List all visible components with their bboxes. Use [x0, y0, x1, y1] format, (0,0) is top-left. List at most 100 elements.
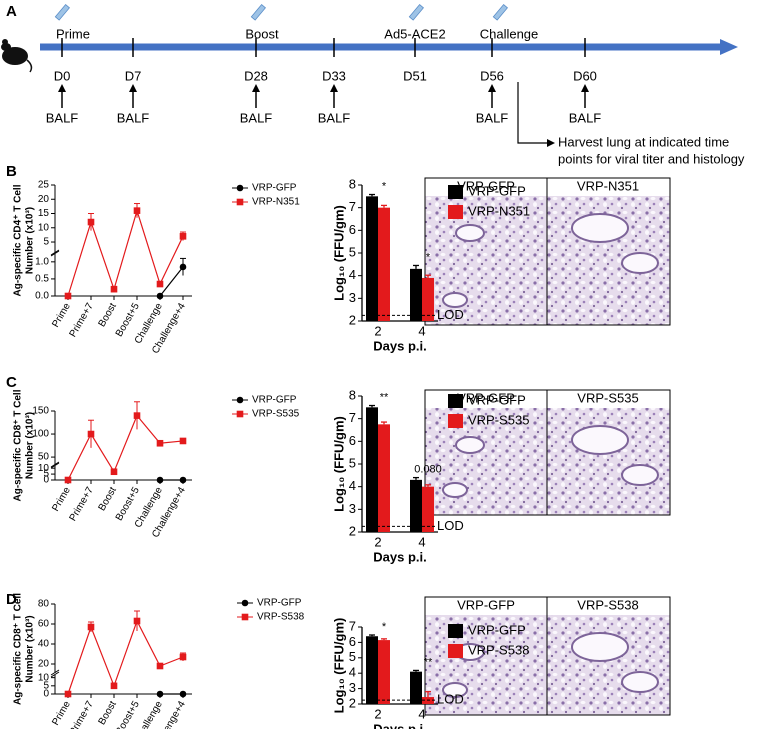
legend-marker — [241, 599, 249, 607]
axis-break — [50, 249, 60, 256]
y-axis-label: Number (x10³) — [25, 207, 36, 274]
x-axis-label: Days p.i. — [373, 338, 426, 353]
y-axis-label: Log₁₀ (FFU/gm) — [331, 205, 346, 301]
x-tick-label: Prime — [50, 485, 73, 513]
histology-label: VRP-S538 — [577, 597, 638, 612]
data-point — [156, 292, 164, 300]
balf-label: BALF — [569, 110, 602, 125]
day-label: D60 — [573, 68, 597, 83]
balf-arrowhead — [252, 84, 260, 92]
x-tick-label: 4 — [418, 534, 425, 549]
x-tick-label: 2 — [374, 323, 381, 338]
y-tick-label: 10 — [38, 222, 50, 233]
y-tick-label: 5 — [349, 649, 356, 664]
bar — [422, 277, 434, 321]
y-axis-label: Ag-specific CD8⁺ T Cell — [13, 593, 24, 705]
y-tick-label: 15 — [38, 208, 50, 219]
y-tick-label: 8 — [349, 176, 356, 191]
legend-label: VRP-GFP — [468, 622, 526, 637]
y-tick-label: 100 — [32, 429, 49, 440]
legend-label: VRP-GFP — [252, 395, 297, 406]
data-point — [87, 430, 95, 438]
x-tick-label: 2 — [374, 534, 381, 549]
balf-label: BALF — [476, 110, 509, 125]
y-axis-label: Ag-specific CD8⁺ T Cell — [13, 389, 24, 501]
data-point — [156, 280, 164, 288]
data-point — [87, 623, 95, 631]
airway — [621, 671, 659, 693]
panel-label: D — [6, 591, 17, 608]
event-label: Challenge — [480, 26, 539, 41]
harvest-text: points for viral titer and histology — [558, 151, 745, 166]
panel-label: C — [6, 374, 17, 391]
y-tick-label: 3 — [349, 680, 356, 695]
histology-image — [547, 615, 670, 715]
bar — [378, 424, 390, 532]
y-tick-label: 5 — [43, 680, 49, 691]
balf-label: BALF — [117, 110, 150, 125]
x-tick-label: 4 — [418, 706, 425, 721]
data-point — [87, 218, 95, 226]
data-point — [156, 476, 164, 484]
y-tick-label: 40 — [38, 639, 50, 650]
airway — [571, 213, 629, 243]
balf-label: BALF — [46, 110, 79, 125]
y-tick-label: 6 — [349, 634, 356, 649]
histology-panel: VRP-GFP VRP-S535 — [424, 389, 671, 516]
data-point — [179, 263, 187, 271]
airway — [455, 436, 485, 454]
y-tick-label: 1.0 — [35, 256, 49, 267]
x-tick-label: Boost+5 — [114, 699, 142, 729]
series-line — [67, 619, 184, 695]
y-tick-label: 3 — [349, 290, 356, 305]
legend-label: VRP-GFP — [252, 183, 297, 194]
lod-label: LOD — [437, 692, 464, 707]
y-tick-label: 4 — [349, 478, 356, 493]
axis-break — [50, 250, 60, 257]
bar — [410, 268, 422, 321]
data-point — [156, 690, 164, 698]
day-label: D33 — [322, 68, 346, 83]
legend-label: VRP-N351 — [468, 203, 530, 218]
x-tick-label: Boost — [97, 699, 119, 727]
data-point — [133, 207, 141, 214]
airway — [442, 482, 468, 498]
bar — [410, 479, 422, 532]
legend-swatch — [448, 624, 463, 638]
data-point — [179, 690, 187, 698]
series-line — [67, 414, 184, 481]
y-axis-label: Number (x10³) — [25, 412, 36, 479]
airway — [621, 252, 659, 274]
bar — [410, 671, 422, 704]
data-point — [110, 285, 118, 293]
day-label: D0 — [54, 68, 71, 83]
legend-swatch — [448, 644, 463, 658]
x-tick-label: Boost — [97, 301, 119, 329]
bar — [366, 636, 378, 704]
histology-image — [425, 615, 547, 715]
y-tick-label: 4 — [349, 267, 356, 282]
y-axis-label: Log₁₀ (FFU/gm) — [331, 618, 346, 714]
y-tick-label: 20 — [38, 194, 50, 205]
y-tick-label: 3 — [349, 501, 356, 516]
event-label: Ad5-ACE2 — [384, 26, 445, 41]
data-point — [64, 690, 72, 698]
y-axis-label: Ag-specific CD4⁺ T Cell — [13, 184, 24, 296]
y-tick-label: 0 — [43, 475, 49, 486]
panel-label: B — [6, 163, 17, 180]
y-tick-label: 6 — [349, 433, 356, 448]
x-tick-label: Boost — [97, 485, 119, 513]
balf-arrowhead — [58, 84, 66, 92]
mouse-icon — [1, 39, 33, 73]
significance-label: * — [382, 180, 387, 192]
event-label: Boost — [245, 26, 279, 41]
y-axis-label: Number (x10³) — [25, 615, 36, 682]
legend-swatch — [448, 394, 463, 408]
data-point — [156, 662, 164, 670]
bar — [378, 207, 390, 321]
y-tick-label: 10 — [38, 672, 50, 683]
legend-marker — [236, 410, 244, 418]
significance-label: ** — [424, 656, 433, 668]
legend-label: VRP-S538 — [257, 612, 305, 623]
legend-marker — [241, 613, 249, 621]
